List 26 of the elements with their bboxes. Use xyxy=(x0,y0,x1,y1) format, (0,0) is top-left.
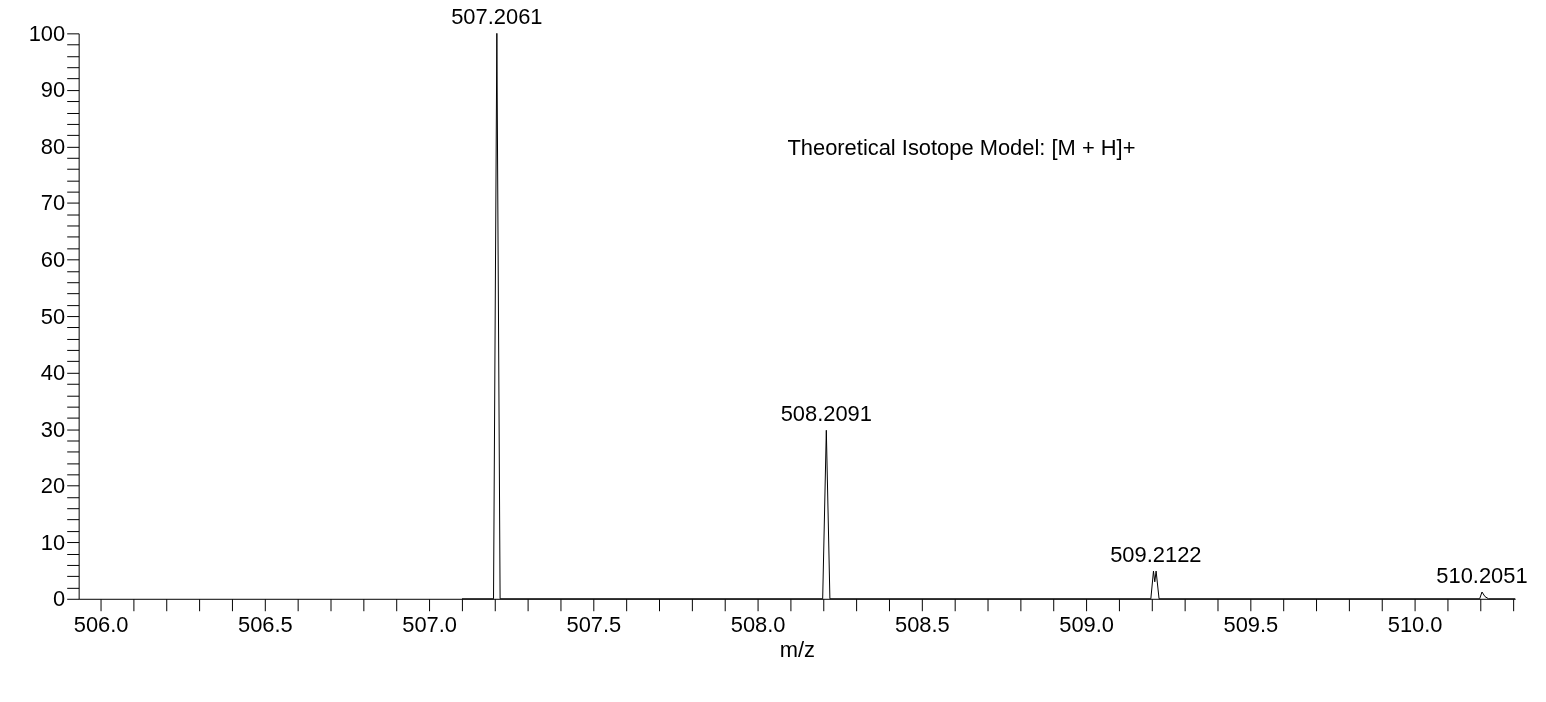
annotation: 510.2051 xyxy=(1436,563,1528,589)
y-tick-label: 10 xyxy=(40,529,66,555)
y-tick-label: 70 xyxy=(40,190,66,216)
x-tick-label: 510.0 xyxy=(1387,612,1443,638)
x-tick-label: 507.0 xyxy=(402,612,458,638)
x-tick-label: 509.5 xyxy=(1223,612,1279,638)
y-tick-label: 50 xyxy=(40,303,66,329)
x-tick-label: 506.0 xyxy=(73,612,129,638)
annotation: 508.2091 xyxy=(780,401,872,427)
x-tick-label: 508.0 xyxy=(730,612,786,638)
y-tick-label: 20 xyxy=(40,473,66,499)
y-tick-label: 100 xyxy=(28,20,66,46)
x-axis-title: m/z xyxy=(779,637,816,663)
x-tick-label: 506.5 xyxy=(238,612,293,638)
annotation: 507.2061 xyxy=(451,4,543,30)
y-tick-label: 60 xyxy=(40,246,66,272)
x-tick-label: 509.0 xyxy=(1059,612,1115,638)
x-tick-label: 508.5 xyxy=(894,612,950,638)
annotation: Theoretical Isotope Model: [M + H]+ xyxy=(787,134,1136,160)
y-tick-label: 80 xyxy=(40,133,66,159)
y-tick-label: 0 xyxy=(53,586,66,612)
annotation: 509.2122 xyxy=(1110,542,1202,568)
x-tick-label: 507.5 xyxy=(566,612,622,638)
y-tick-label: 40 xyxy=(40,360,66,386)
y-tick-label: 90 xyxy=(40,77,66,103)
y-tick-label: 30 xyxy=(40,416,66,442)
